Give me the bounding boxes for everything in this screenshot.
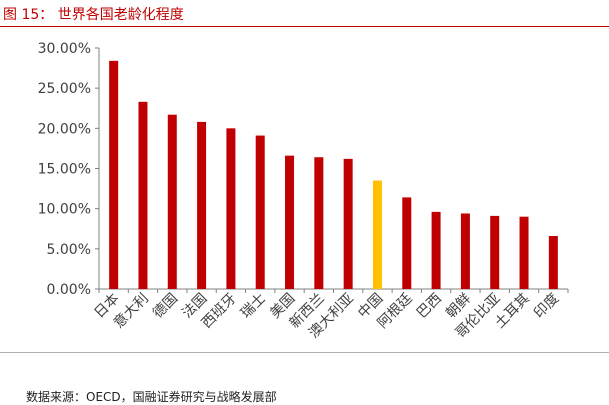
bar <box>548 235 558 289</box>
figure-number: 15： <box>21 7 54 23</box>
x-tick-label: 瑞士 <box>238 291 269 322</box>
bar <box>197 121 207 289</box>
bar <box>285 155 295 289</box>
bar <box>402 197 412 289</box>
bar <box>109 60 119 289</box>
bar <box>138 101 148 289</box>
figure-label: 图 <box>3 7 17 23</box>
x-tick-label: 印度 <box>531 291 562 322</box>
bar <box>167 114 177 289</box>
figure-title-text: 世界各国老龄化程度 <box>57 7 184 23</box>
x-tick-label: 德国 <box>150 291 181 322</box>
y-tick-label: 15.00% <box>38 162 91 178</box>
bar <box>460 213 470 289</box>
bar <box>314 157 324 289</box>
bar <box>490 215 500 289</box>
figure-title: 图 15： 世界各国老龄化程度 <box>0 5 609 27</box>
source-divider <box>0 352 609 353</box>
y-tick-label: 10.00% <box>38 202 91 218</box>
data-source-note: 数据来源：OECD，国融证券研究与战略发展部 <box>26 390 277 404</box>
y-tick-label: 20.00% <box>38 121 91 137</box>
bar <box>343 158 353 289</box>
bar <box>226 128 236 289</box>
bar <box>519 216 529 289</box>
y-tick-label: 25.00% <box>38 81 91 97</box>
y-tick-label: 5.00% <box>47 242 91 258</box>
x-tick-label: 巴西 <box>414 291 445 322</box>
y-tick-label: 30.00% <box>38 41 91 57</box>
y-tick-label: 0.00% <box>47 282 91 298</box>
bar <box>255 135 265 289</box>
bar <box>431 211 441 289</box>
bar <box>372 180 382 289</box>
